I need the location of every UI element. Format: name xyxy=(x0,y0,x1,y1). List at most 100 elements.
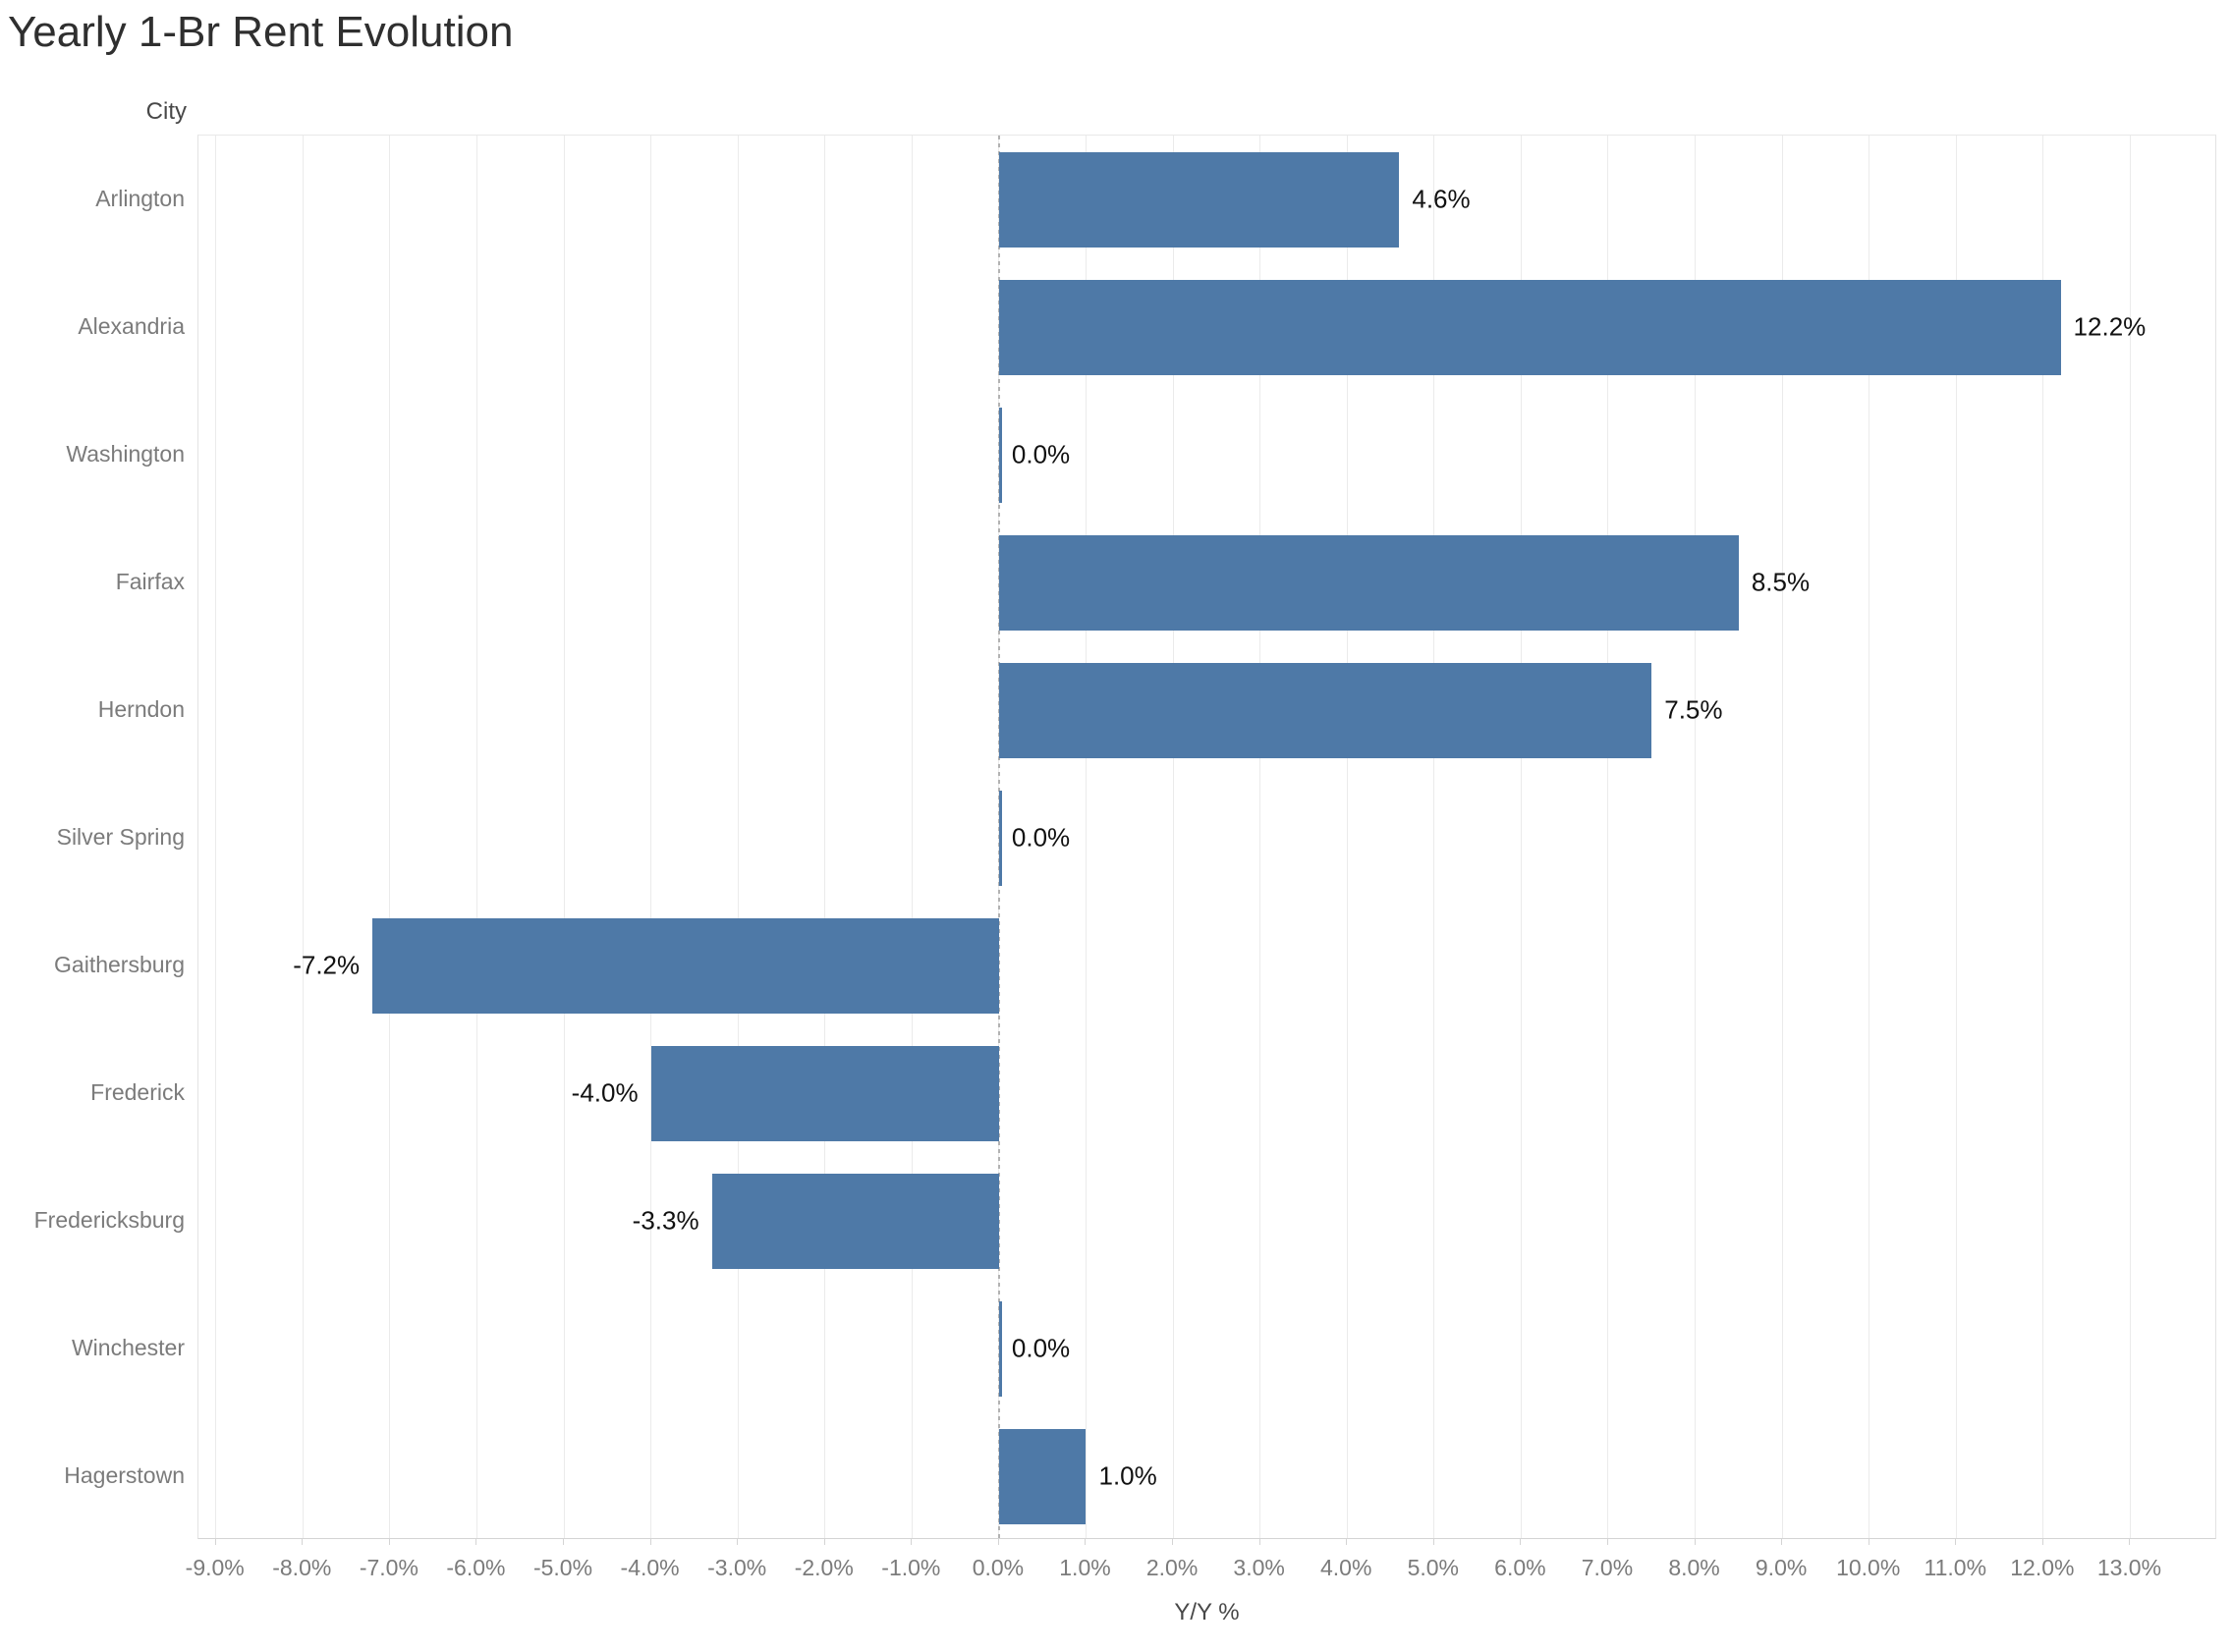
x-tick-mark xyxy=(388,1539,390,1545)
bar-value-label: 0.0% xyxy=(1011,1333,1071,1363)
x-tick-mark xyxy=(1955,1539,1957,1545)
bar-value-label: 12.2% xyxy=(2073,311,2147,342)
x-tick-label: 11.0% xyxy=(1924,1555,1987,1580)
x-tick-mark xyxy=(1781,1539,1783,1545)
x-tick-mark xyxy=(2041,1539,2043,1545)
x-gridline xyxy=(2129,136,2131,1538)
x-tick-label: 10.0% xyxy=(1836,1555,1901,1580)
city-label-fredericksburg: Fredericksburg xyxy=(33,1206,185,1233)
x-gridline xyxy=(1346,136,1348,1538)
x-tick-mark xyxy=(737,1539,739,1545)
x-tick-label: 13.0% xyxy=(2096,1555,2162,1580)
x-gridline xyxy=(1695,136,1697,1538)
x-tick-label: -8.0% xyxy=(272,1555,332,1580)
x-gridline xyxy=(1172,136,1174,1538)
city-label-alexandria: Alexandria xyxy=(78,312,185,339)
x-tick-label: 8.0% xyxy=(1668,1555,1720,1580)
bar-herndon[interactable] xyxy=(998,662,1652,758)
x-gridline xyxy=(215,136,217,1538)
bar-value-label: 4.6% xyxy=(1412,184,1471,214)
bar-fairfax[interactable] xyxy=(998,534,1739,631)
city-label-winchester: Winchester xyxy=(71,1334,185,1360)
city-label-gaithersburg: Gaithersburg xyxy=(54,951,185,977)
x-gridline xyxy=(1955,136,1957,1538)
x-tick-mark xyxy=(214,1539,216,1545)
bar-winchester[interactable] xyxy=(998,1300,1002,1397)
plot-area: 4.6% 12.2% 0.0% 8.5% 7.5% 0.0% -7.2% -4.0% -3.3%… xyxy=(197,135,2216,1539)
x-tick-label: 6.0% xyxy=(1494,1555,1546,1580)
bar-value-label: -3.3% xyxy=(632,1205,699,1236)
column-header-city: City xyxy=(145,98,187,125)
city-label-hagerstown: Hagerstown xyxy=(64,1461,185,1488)
x-tick-label: 3.0% xyxy=(1233,1555,1285,1580)
city-label-silver-spring: Silver Spring xyxy=(56,823,185,850)
x-tick-label: -9.0% xyxy=(185,1555,245,1580)
x-tick-mark xyxy=(475,1539,477,1545)
x-tick-label: -6.0% xyxy=(446,1555,506,1580)
x-tick-mark xyxy=(1606,1539,1608,1545)
x-tick-label: 9.0% xyxy=(1755,1555,1808,1580)
bar-value-label: 0.0% xyxy=(1011,822,1071,853)
bar-arlington[interactable] xyxy=(998,151,1400,248)
x-tick-mark xyxy=(823,1539,825,1545)
x-tick-mark xyxy=(1346,1539,1348,1545)
x-tick-label: -7.0% xyxy=(359,1555,418,1580)
x-tick-mark xyxy=(563,1539,565,1545)
x-tick-mark xyxy=(1694,1539,1696,1545)
city-label-fairfax: Fairfax xyxy=(115,568,185,594)
x-tick-label: 7.0% xyxy=(1581,1555,1634,1580)
x-gridline xyxy=(911,136,913,1538)
x-gridline xyxy=(2042,136,2044,1538)
bar-frederick[interactable] xyxy=(650,1045,999,1141)
x-tick-label: 4.0% xyxy=(1320,1555,1372,1580)
x-gridline xyxy=(302,136,304,1538)
x-gridline xyxy=(563,136,565,1538)
bar-value-label: 0.0% xyxy=(1011,439,1071,469)
x-tick-mark xyxy=(1172,1539,1174,1545)
x-tick-mark xyxy=(302,1539,304,1545)
x-gridline xyxy=(1520,136,1522,1538)
chart-title: Yearly 1-Br Rent Evolution xyxy=(8,8,514,56)
x-tick-mark xyxy=(997,1539,999,1545)
x-gridline xyxy=(389,136,391,1538)
city-label-frederick: Frederick xyxy=(90,1078,185,1105)
bar-value-label: 8.5% xyxy=(1751,567,1811,597)
x-tick-label: -2.0% xyxy=(794,1555,854,1580)
bar-hagerstown[interactable] xyxy=(998,1428,1087,1524)
x-gridline xyxy=(475,136,477,1538)
x-gridline xyxy=(1259,136,1261,1538)
x-gridline xyxy=(1781,136,1783,1538)
x-axis-title: Y/Y % xyxy=(1174,1599,1240,1625)
x-tick-label: 0.0% xyxy=(972,1555,1025,1580)
x-tick-mark xyxy=(1520,1539,1522,1545)
bar-alexandria[interactable] xyxy=(998,279,2061,375)
bar-value-label: 1.0% xyxy=(1098,1460,1157,1491)
bar-washington[interactable] xyxy=(998,407,1002,503)
x-tick-label: 2.0% xyxy=(1145,1555,1199,1580)
bar-value-label: 7.5% xyxy=(1664,694,1723,725)
city-label-washington: Washington xyxy=(66,440,185,467)
x-tick-mark xyxy=(911,1539,913,1545)
bar-value-label: -4.0% xyxy=(571,1077,639,1108)
city-label-herndon: Herndon xyxy=(97,695,185,722)
x-tick-label: 12.0% xyxy=(2010,1555,2075,1580)
bar-silver-spring[interactable] xyxy=(998,790,1002,886)
x-tick-mark xyxy=(1085,1539,1087,1545)
x-tick-mark xyxy=(649,1539,651,1545)
bar-gaithersburg[interactable] xyxy=(372,917,999,1014)
x-gridline xyxy=(1607,136,1609,1538)
x-tick-label: -3.0% xyxy=(707,1555,767,1580)
x-gridline xyxy=(737,136,739,1538)
x-tick-mark xyxy=(1258,1539,1260,1545)
bar-value-label: -7.2% xyxy=(293,950,361,980)
x-tick-label: 5.0% xyxy=(1407,1555,1460,1580)
x-tick-mark xyxy=(2129,1539,2131,1545)
bar-fredericksburg[interactable] xyxy=(711,1173,999,1269)
x-tick-label: -4.0% xyxy=(620,1555,680,1580)
x-gridline xyxy=(650,136,652,1538)
x-tick-label: -1.0% xyxy=(881,1555,941,1580)
city-label-arlington: Arlington xyxy=(95,185,185,211)
x-gridline xyxy=(1085,136,1087,1538)
x-gridline xyxy=(824,136,826,1538)
